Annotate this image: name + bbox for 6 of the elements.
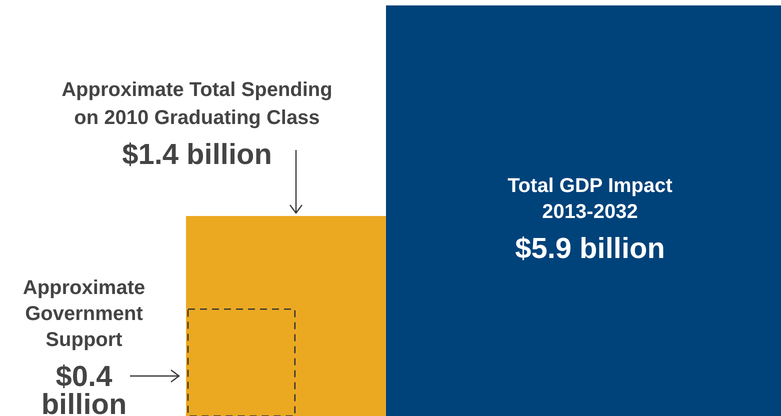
data-label: $0.4 billion	[41, 361, 127, 416]
category-label: Approximate Government Support	[22, 277, 146, 351]
category-label: Total GDP Impact 2013-2032	[508, 175, 673, 223]
data-label: $5.9 billion	[515, 233, 665, 265]
data-label: $1.4 billion	[122, 139, 272, 171]
category-label: Approximate Total Spending on 2010 Graduating Class	[62, 79, 332, 129]
